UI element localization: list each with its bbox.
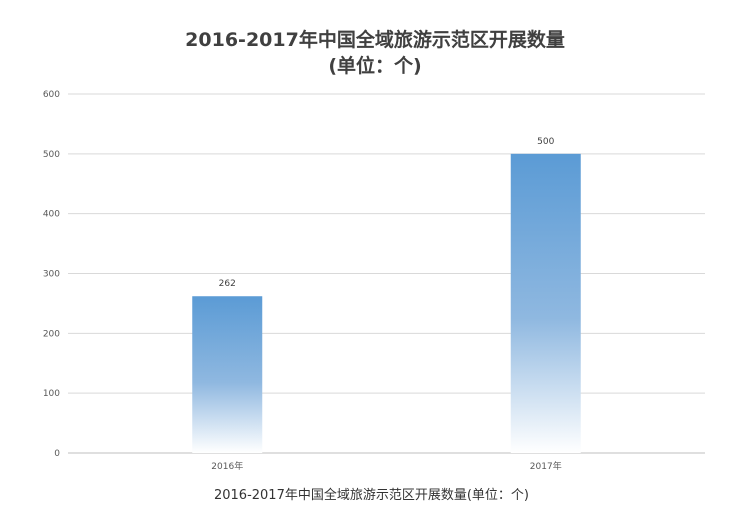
x-tick-label: 2016年 bbox=[211, 460, 243, 472]
y-tick-label: 200 bbox=[43, 329, 60, 339]
chart-title-line-2: (单位：个) bbox=[328, 54, 421, 77]
y-tick-label: 0 bbox=[54, 449, 60, 459]
bars: 262 500 bbox=[192, 137, 581, 454]
x-tick-label: 2017年 bbox=[530, 460, 562, 472]
chart-container: 2016-2017年中国全域旅游示范区开展数量 (单位：个) 0 100 200 300… bbox=[43, 28, 705, 472]
y-tick-label: 100 bbox=[43, 389, 60, 399]
grid bbox=[68, 93, 705, 454]
chart-title-line-1: 2016-2017年中国全域旅游示范区开展数量 bbox=[185, 28, 565, 51]
bar-value-label: 500 bbox=[537, 137, 554, 147]
bar-2017年 bbox=[510, 153, 581, 454]
chart-title: 2016-2017年中国全域旅游示范区开展数量 (单位：个) bbox=[185, 28, 565, 77]
y-axis: 0 100 200 300 400 500 600 bbox=[43, 90, 60, 459]
figure-caption: 2016-2017年中国全域旅游示范区开展数量(单位：个) bbox=[213, 488, 529, 503]
bar-value-label: 262 bbox=[219, 279, 236, 289]
y-tick-label: 300 bbox=[43, 270, 60, 280]
bar-2016年 bbox=[192, 296, 263, 453]
bar-chart: 2016-2017年中国全域旅游示范区开展数量 (单位：个) 0 100 200 300… bbox=[43, 28, 705, 472]
x-axis: 2016年 2017年 bbox=[211, 460, 561, 472]
y-tick-label: 600 bbox=[43, 90, 60, 100]
y-tick-label: 400 bbox=[43, 210, 60, 220]
y-tick-label: 500 bbox=[43, 150, 60, 160]
